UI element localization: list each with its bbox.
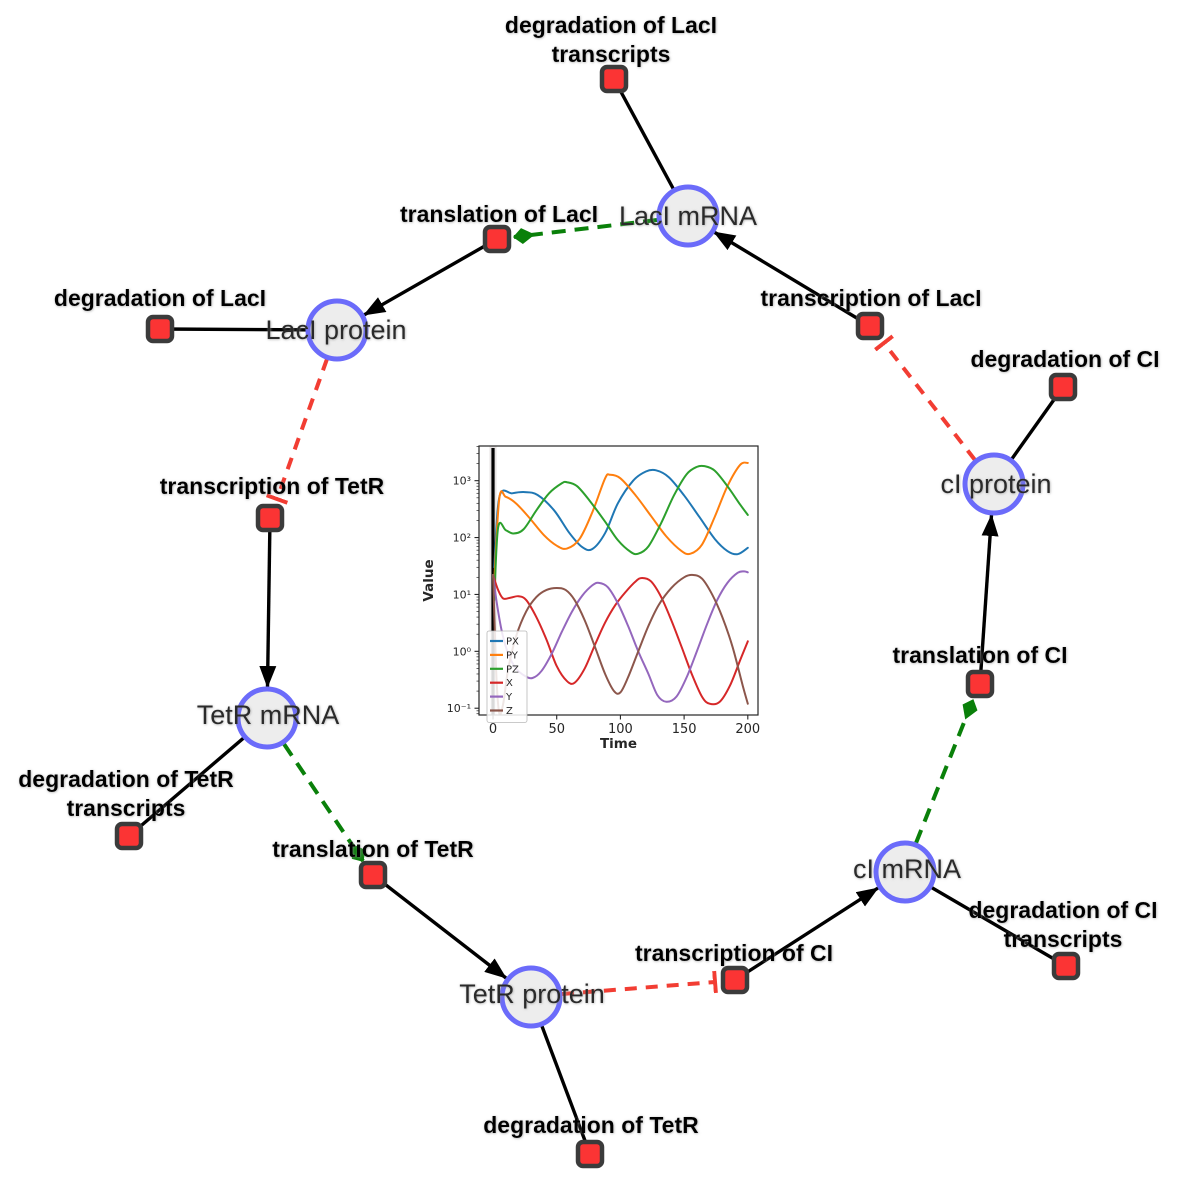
reaction-node-degradation-laci-transcripts <box>599 64 629 94</box>
legend-label-Y: Y <box>505 692 513 703</box>
legend-label-X: X <box>506 678 513 689</box>
label-degradation-ci: degradation of CI <box>970 346 1159 372</box>
inset-chart: 10⁻¹ 10⁰ 10¹ 10² 10³ 0 50 100 150 200 Time Value PX P… <box>421 434 772 764</box>
y-tick-label: 10⁻¹ <box>447 702 471 715</box>
edge-tetr-mrna-to-translation <box>282 742 366 863</box>
label-degradation-laci: degradation of LacI <box>54 285 266 311</box>
reaction-node-transcription-tetr <box>255 503 285 533</box>
legend-label-PX: PX <box>506 637 519 648</box>
y-tick-label: 10² <box>453 532 471 545</box>
reaction-node-translation-tetr <box>358 860 388 890</box>
species-nodes-layer <box>235 184 1026 1029</box>
label-ci-protein: cI protein <box>940 469 1051 499</box>
x-tick-label: 200 <box>735 722 760 737</box>
labels-layer: degradation of LacI transcripts translat… <box>18 12 1159 1138</box>
label-translation-laci: translation of LacI <box>400 201 598 227</box>
edge-transcription-tetr-to-mrna <box>259 517 277 688</box>
reaction-node-transcription-laci <box>855 311 885 341</box>
reaction-node-degradation-ci <box>1048 372 1078 402</box>
x-tick-label: 0 <box>489 722 497 737</box>
label-degradation-ci-transcripts-line2: transcripts <box>1004 926 1123 952</box>
legend-label-Z: Z <box>506 706 513 717</box>
chart-series-PX <box>493 468 749 569</box>
edge-translation-laci-to-protein <box>363 237 498 317</box>
chart-series-PZ <box>493 464 749 601</box>
label-ci-mrna: cI mRNA <box>853 854 961 884</box>
reaction-node-degradation-tetr-transcripts <box>114 821 144 851</box>
reaction-node-transcription-ci <box>720 965 750 995</box>
label-laci-mrna: LacI mRNA <box>619 201 757 231</box>
label-transcription-tetr: transcription of TetR <box>160 473 385 499</box>
label-translation-tetr: translation of TetR <box>272 836 474 862</box>
reaction-node-translation-laci <box>482 224 512 254</box>
label-transcription-ci: transcription of CI <box>635 940 833 966</box>
label-tetr-protein: TetR protein <box>459 979 605 1009</box>
edge-laci-mrna-to-translation <box>513 218 658 244</box>
species-node-laci-mrna <box>656 184 720 248</box>
reaction-node-degradation-laci <box>145 314 175 344</box>
edge-ci-protein-inhibits-laci-transcription <box>874 334 977 462</box>
label-translation-ci: translation of CI <box>892 642 1067 668</box>
chart-series-X <box>492 573 749 706</box>
species-node-tetr-protein <box>499 965 563 1029</box>
reaction-node-degradation-tetr <box>575 1139 605 1169</box>
species-node-laci-protein <box>305 298 369 362</box>
y-tick-label: 10⁰ <box>453 645 472 658</box>
edge-tetr-protein-inhibits-ci-transcription <box>561 970 718 996</box>
x-tick-label: 100 <box>608 722 633 737</box>
label-degradation-tetr-transcripts-line2: transcripts <box>67 795 186 821</box>
x-tick-label: 150 <box>672 722 697 737</box>
y-axis-label: Value <box>421 559 437 601</box>
reaction-nodes-layer <box>114 64 1081 1169</box>
label-degradation-laci-transcripts-line2: transcripts <box>552 41 671 67</box>
label-tetr-mrna: TetR mRNA <box>197 700 340 730</box>
y-tick-label: 10¹ <box>453 588 471 601</box>
label-degradation-laci-transcripts-line1: degradation of LacI <box>505 12 717 38</box>
legend-label-PZ: PZ <box>506 664 519 675</box>
edge-transcription-ci-to-mrna <box>734 886 879 982</box>
species-node-ci-protein <box>962 452 1026 516</box>
edge-translation-ci-to-protein <box>978 514 999 685</box>
label-transcription-laci: transcription of LacI <box>760 285 981 311</box>
edge-ci-mrna-to-translation <box>914 699 978 844</box>
chart-axes-box <box>478 445 759 716</box>
x-axis-label: Time <box>600 736 637 752</box>
x-tick-label: 50 <box>548 722 565 737</box>
legend-label-PY: PY <box>506 650 519 661</box>
y-tick-label: 10³ <box>453 475 471 488</box>
species-node-tetr-mrna <box>235 686 299 750</box>
chart-series-PY <box>493 461 749 581</box>
reaction-node-translation-ci <box>965 669 995 699</box>
edge-laci-protein-inhibits-tetr-transcription <box>265 358 329 505</box>
edge-translation-tetr-to-protein <box>371 873 508 980</box>
edge-transcription-laci-to-mrna <box>713 230 871 328</box>
label-degradation-ci-transcripts-line1: degradation of CI <box>968 897 1157 923</box>
reaction-node-degradation-ci-transcripts <box>1051 951 1081 981</box>
label-degradation-tetr: degradation of TetR <box>483 1112 699 1138</box>
label-degradation-tetr-transcripts-line1: degradation of TetR <box>18 766 234 792</box>
species-node-ci-mrna <box>873 840 937 904</box>
label-laci-protein: LacI protein <box>265 315 406 345</box>
